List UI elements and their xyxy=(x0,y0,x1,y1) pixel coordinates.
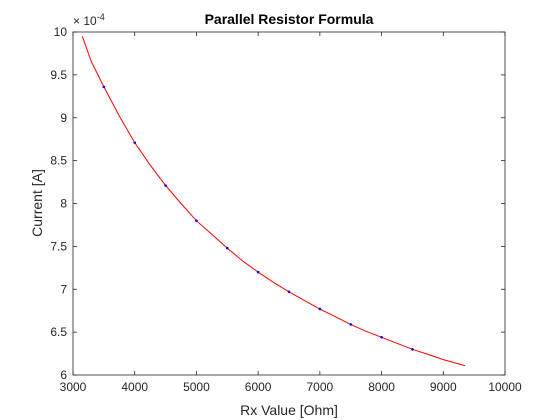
data-point xyxy=(103,86,106,89)
x-axis-label: Rx Value [Ohm] xyxy=(240,402,338,418)
chart-title: Parallel Resistor Formula xyxy=(205,11,374,27)
data-point xyxy=(349,323,352,326)
y-tick-label: 7.5 xyxy=(50,239,67,253)
y-exponent-power: -4 xyxy=(97,12,105,22)
y-exponent-label: × 10-4 xyxy=(73,12,105,28)
x-tick-label: 5000 xyxy=(183,380,210,394)
y-tick-label: 7 xyxy=(60,282,67,296)
x-tick-label: 7000 xyxy=(307,380,334,394)
data-point xyxy=(380,336,383,339)
data-point xyxy=(319,308,322,311)
y-tick-label: 8 xyxy=(60,197,67,211)
y-tick-label: 10 xyxy=(54,25,68,39)
x-tick-label: 8000 xyxy=(368,380,395,394)
y-tick-label: 9.5 xyxy=(50,68,67,82)
data-point xyxy=(195,219,198,222)
x-tick-label: 10000 xyxy=(488,380,522,394)
y-axis-label: Current [A] xyxy=(29,169,45,237)
data-point xyxy=(257,271,260,274)
x-tick-label: 6000 xyxy=(245,380,272,394)
data-point xyxy=(133,141,136,144)
y-tick-label: 8.5 xyxy=(50,154,67,168)
x-tick-label: 4000 xyxy=(121,380,148,394)
data-point xyxy=(288,291,291,294)
y-tick-label: 9 xyxy=(60,111,67,125)
y-tick-label: 6 xyxy=(60,368,67,382)
y-tick-label: 6.5 xyxy=(50,325,67,339)
data-point xyxy=(164,184,167,187)
data-point xyxy=(226,247,229,250)
x-tick-label: 9000 xyxy=(430,380,457,394)
y-exponent-base: × 10 xyxy=(73,14,97,28)
data-point xyxy=(411,348,414,351)
plot-area xyxy=(73,32,505,375)
x-tick-label: 3000 xyxy=(60,380,87,394)
